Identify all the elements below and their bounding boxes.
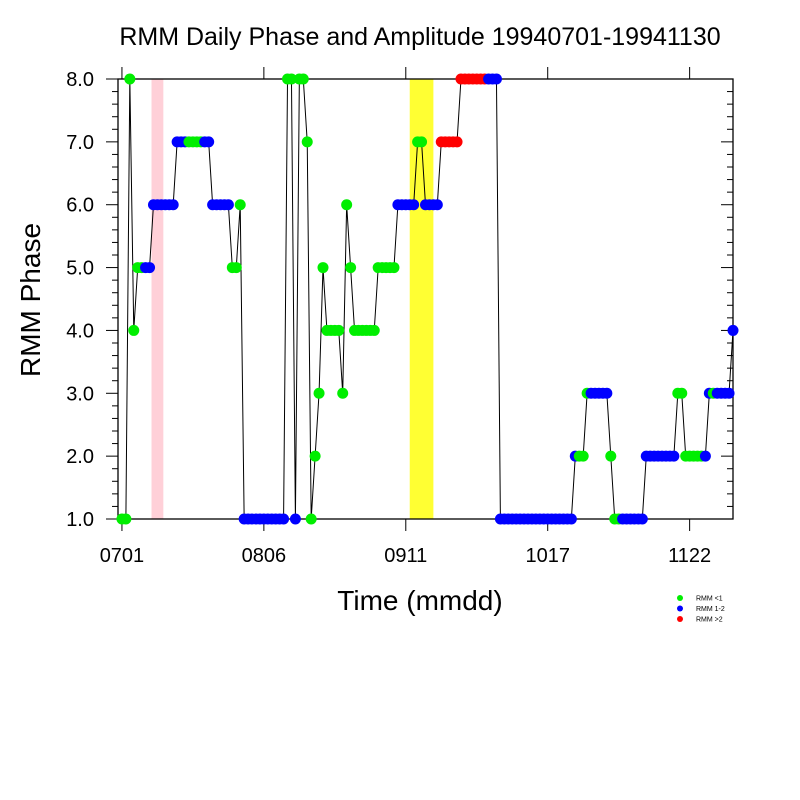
phase-point xyxy=(636,513,648,525)
phase-point xyxy=(301,136,313,148)
y-tick-labels: 1.0 2.0 3.0 4.0 5.0 6.0 7.0 8.0 xyxy=(66,69,94,531)
x-tick-label: 1017 xyxy=(525,545,570,567)
legend-label: RMM <1 xyxy=(696,596,723,603)
phase-point xyxy=(313,387,325,399)
plot-border xyxy=(117,78,734,520)
phase-point xyxy=(124,73,136,85)
plot-frame xyxy=(117,78,734,520)
legend-marker xyxy=(677,595,683,601)
phase-point xyxy=(309,450,321,462)
phase-point xyxy=(278,513,290,525)
y-tick-label: 1.0 xyxy=(66,509,94,531)
phase-point xyxy=(222,199,234,211)
x-axis-title: Time (mmdd) xyxy=(337,585,502,616)
phase-point xyxy=(337,387,349,399)
y-tick-label: 5.0 xyxy=(66,258,94,280)
phase-point xyxy=(408,199,420,211)
phase-point xyxy=(167,199,179,211)
phase-point xyxy=(577,450,589,462)
legend-marker xyxy=(677,616,683,622)
phase-point xyxy=(333,324,345,336)
phase-point xyxy=(285,73,297,85)
y-tick-label: 2.0 xyxy=(66,446,94,468)
y-tick-label: 3.0 xyxy=(66,383,94,405)
chart-title: RMM Daily Phase and Amplitude 19940701-1… xyxy=(119,23,720,51)
phase-point xyxy=(727,324,739,336)
phase-point xyxy=(317,262,329,274)
y-tick-label: 7.0 xyxy=(66,132,94,154)
phase-point xyxy=(490,73,502,85)
phase-point xyxy=(416,136,428,148)
phase-point xyxy=(451,136,463,148)
x-tick-label: 0701 xyxy=(100,545,145,567)
phase-point xyxy=(368,324,380,336)
phase-point xyxy=(144,262,156,274)
x-tick-label: 1122 xyxy=(668,545,711,567)
shaded-periods xyxy=(151,79,434,519)
phase-point xyxy=(305,513,317,525)
phase-point xyxy=(297,73,309,85)
phase-point xyxy=(723,387,735,399)
legend: RMM <1 RMM 1-2 RMM >2 xyxy=(677,595,725,624)
y-tick-label: 4.0 xyxy=(66,320,94,342)
y-axis-title: RMM Phase xyxy=(15,223,46,377)
phase-point xyxy=(388,262,400,274)
phase-point xyxy=(565,513,577,525)
phase-point xyxy=(120,513,132,525)
legend-label: RMM 1-2 xyxy=(696,606,725,613)
phase-point xyxy=(128,324,140,336)
phase-point xyxy=(203,136,215,148)
axis-ticks xyxy=(106,67,733,531)
x-tick-label: 0911 xyxy=(384,545,427,567)
phase-point xyxy=(605,450,617,462)
legend-label: RMM >2 xyxy=(696,617,723,624)
shaded-period xyxy=(409,79,434,519)
phase-point xyxy=(699,450,711,462)
phase-point xyxy=(230,262,242,274)
phase-point xyxy=(668,450,680,462)
y-tick-label: 8.0 xyxy=(66,69,94,91)
phase-point xyxy=(234,199,246,211)
y-tick-label: 6.0 xyxy=(66,195,94,217)
phase-point xyxy=(345,262,357,274)
phase-point xyxy=(341,199,353,211)
phase-series xyxy=(116,73,739,525)
shaded-period xyxy=(151,79,164,519)
x-tick-labels: 0701 0806 0911 1017 1122 xyxy=(100,545,711,567)
legend-marker xyxy=(677,605,683,612)
phase-point xyxy=(431,199,443,211)
phase-point xyxy=(289,513,301,525)
phase-point xyxy=(676,387,688,399)
phase-point xyxy=(601,387,613,399)
x-tick-label: 0806 xyxy=(242,545,287,567)
